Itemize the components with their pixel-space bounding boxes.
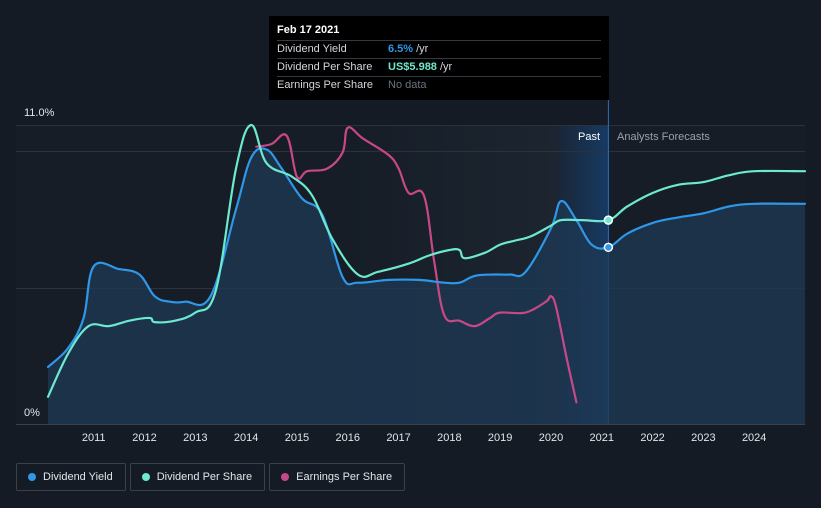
earnings-per-share-line bbox=[255, 126, 578, 404]
tooltip-value: 6.5% bbox=[388, 43, 414, 55]
dividend-per-share-line bbox=[46, 123, 807, 398]
x-tick-label: 2022 bbox=[640, 432, 664, 444]
tooltip-row-dividend-yield: Dividend Yield 6.5% /yr bbox=[277, 40, 601, 58]
y-axis-bottom-label: 0% bbox=[24, 407, 40, 419]
tooltip-label: Dividend Yield bbox=[277, 43, 347, 55]
tooltip-row-dividend-per-share: Dividend Per Share US$5.988 /yr bbox=[277, 58, 601, 76]
legend-label: Earnings Per Share bbox=[296, 471, 393, 483]
dividend-yield-marker bbox=[603, 242, 614, 253]
x-tick-label: 2018 bbox=[437, 432, 461, 444]
dividend-yield-area bbox=[48, 148, 805, 424]
legend-earnings-per-share[interactable]: Earnings Per Share bbox=[269, 463, 406, 491]
tooltip-no-data: No data bbox=[388, 79, 427, 91]
tooltip-unit: /yr bbox=[439, 61, 453, 73]
past-label: Past bbox=[578, 131, 600, 143]
legend-dot-icon bbox=[141, 473, 150, 481]
x-tick-label: 2011 bbox=[82, 432, 106, 444]
x-tick-label: 2013 bbox=[183, 432, 207, 444]
tooltip-label: Earnings Per Share bbox=[277, 79, 373, 91]
legend-dividend-per-share[interactable]: Dividend Per Share bbox=[129, 463, 266, 491]
tooltip-label: Dividend Per Share bbox=[277, 61, 373, 73]
analysts-forecasts-label: Analysts Forecasts bbox=[617, 131, 710, 143]
legend-label: Dividend Yield bbox=[43, 471, 113, 483]
dividend-per-share-marker bbox=[603, 215, 614, 225]
x-tick-label: 2019 bbox=[488, 432, 512, 444]
tooltip-row-earnings-per-share: Earnings Per Share No data bbox=[277, 76, 601, 94]
dividend-yield-line bbox=[46, 147, 807, 368]
legend-dot-icon bbox=[28, 473, 36, 481]
x-tick-label: 2024 bbox=[742, 432, 766, 444]
x-tick-label: 2023 bbox=[691, 432, 715, 444]
tooltip-unit: /yr bbox=[416, 43, 429, 55]
x-tick-label: 2017 bbox=[386, 432, 410, 444]
legend-dividend-yield[interactable]: Dividend Yield bbox=[16, 463, 126, 491]
tooltip-date: Feb 17 2021 bbox=[277, 24, 340, 36]
x-tick-label: 2012 bbox=[132, 432, 156, 444]
x-tick-label: 2021 bbox=[590, 432, 614, 444]
legend: Dividend Yield Dividend Per Share Earnin… bbox=[16, 463, 409, 491]
tooltip: Feb 17 2021 Dividend Yield 6.5% /yr Divi… bbox=[269, 16, 609, 100]
legend-label: Dividend Per Share bbox=[156, 471, 253, 483]
x-tick-label: 2016 bbox=[336, 432, 360, 444]
tooltip-value: US$5.988 bbox=[388, 61, 437, 73]
y-axis-top-label: 11.0% bbox=[24, 107, 55, 119]
x-tick-label: 2015 bbox=[285, 432, 309, 444]
legend-dot-icon bbox=[281, 473, 290, 481]
x-tick-label: 2020 bbox=[539, 432, 563, 444]
x-tick-label: 2014 bbox=[234, 432, 258, 444]
